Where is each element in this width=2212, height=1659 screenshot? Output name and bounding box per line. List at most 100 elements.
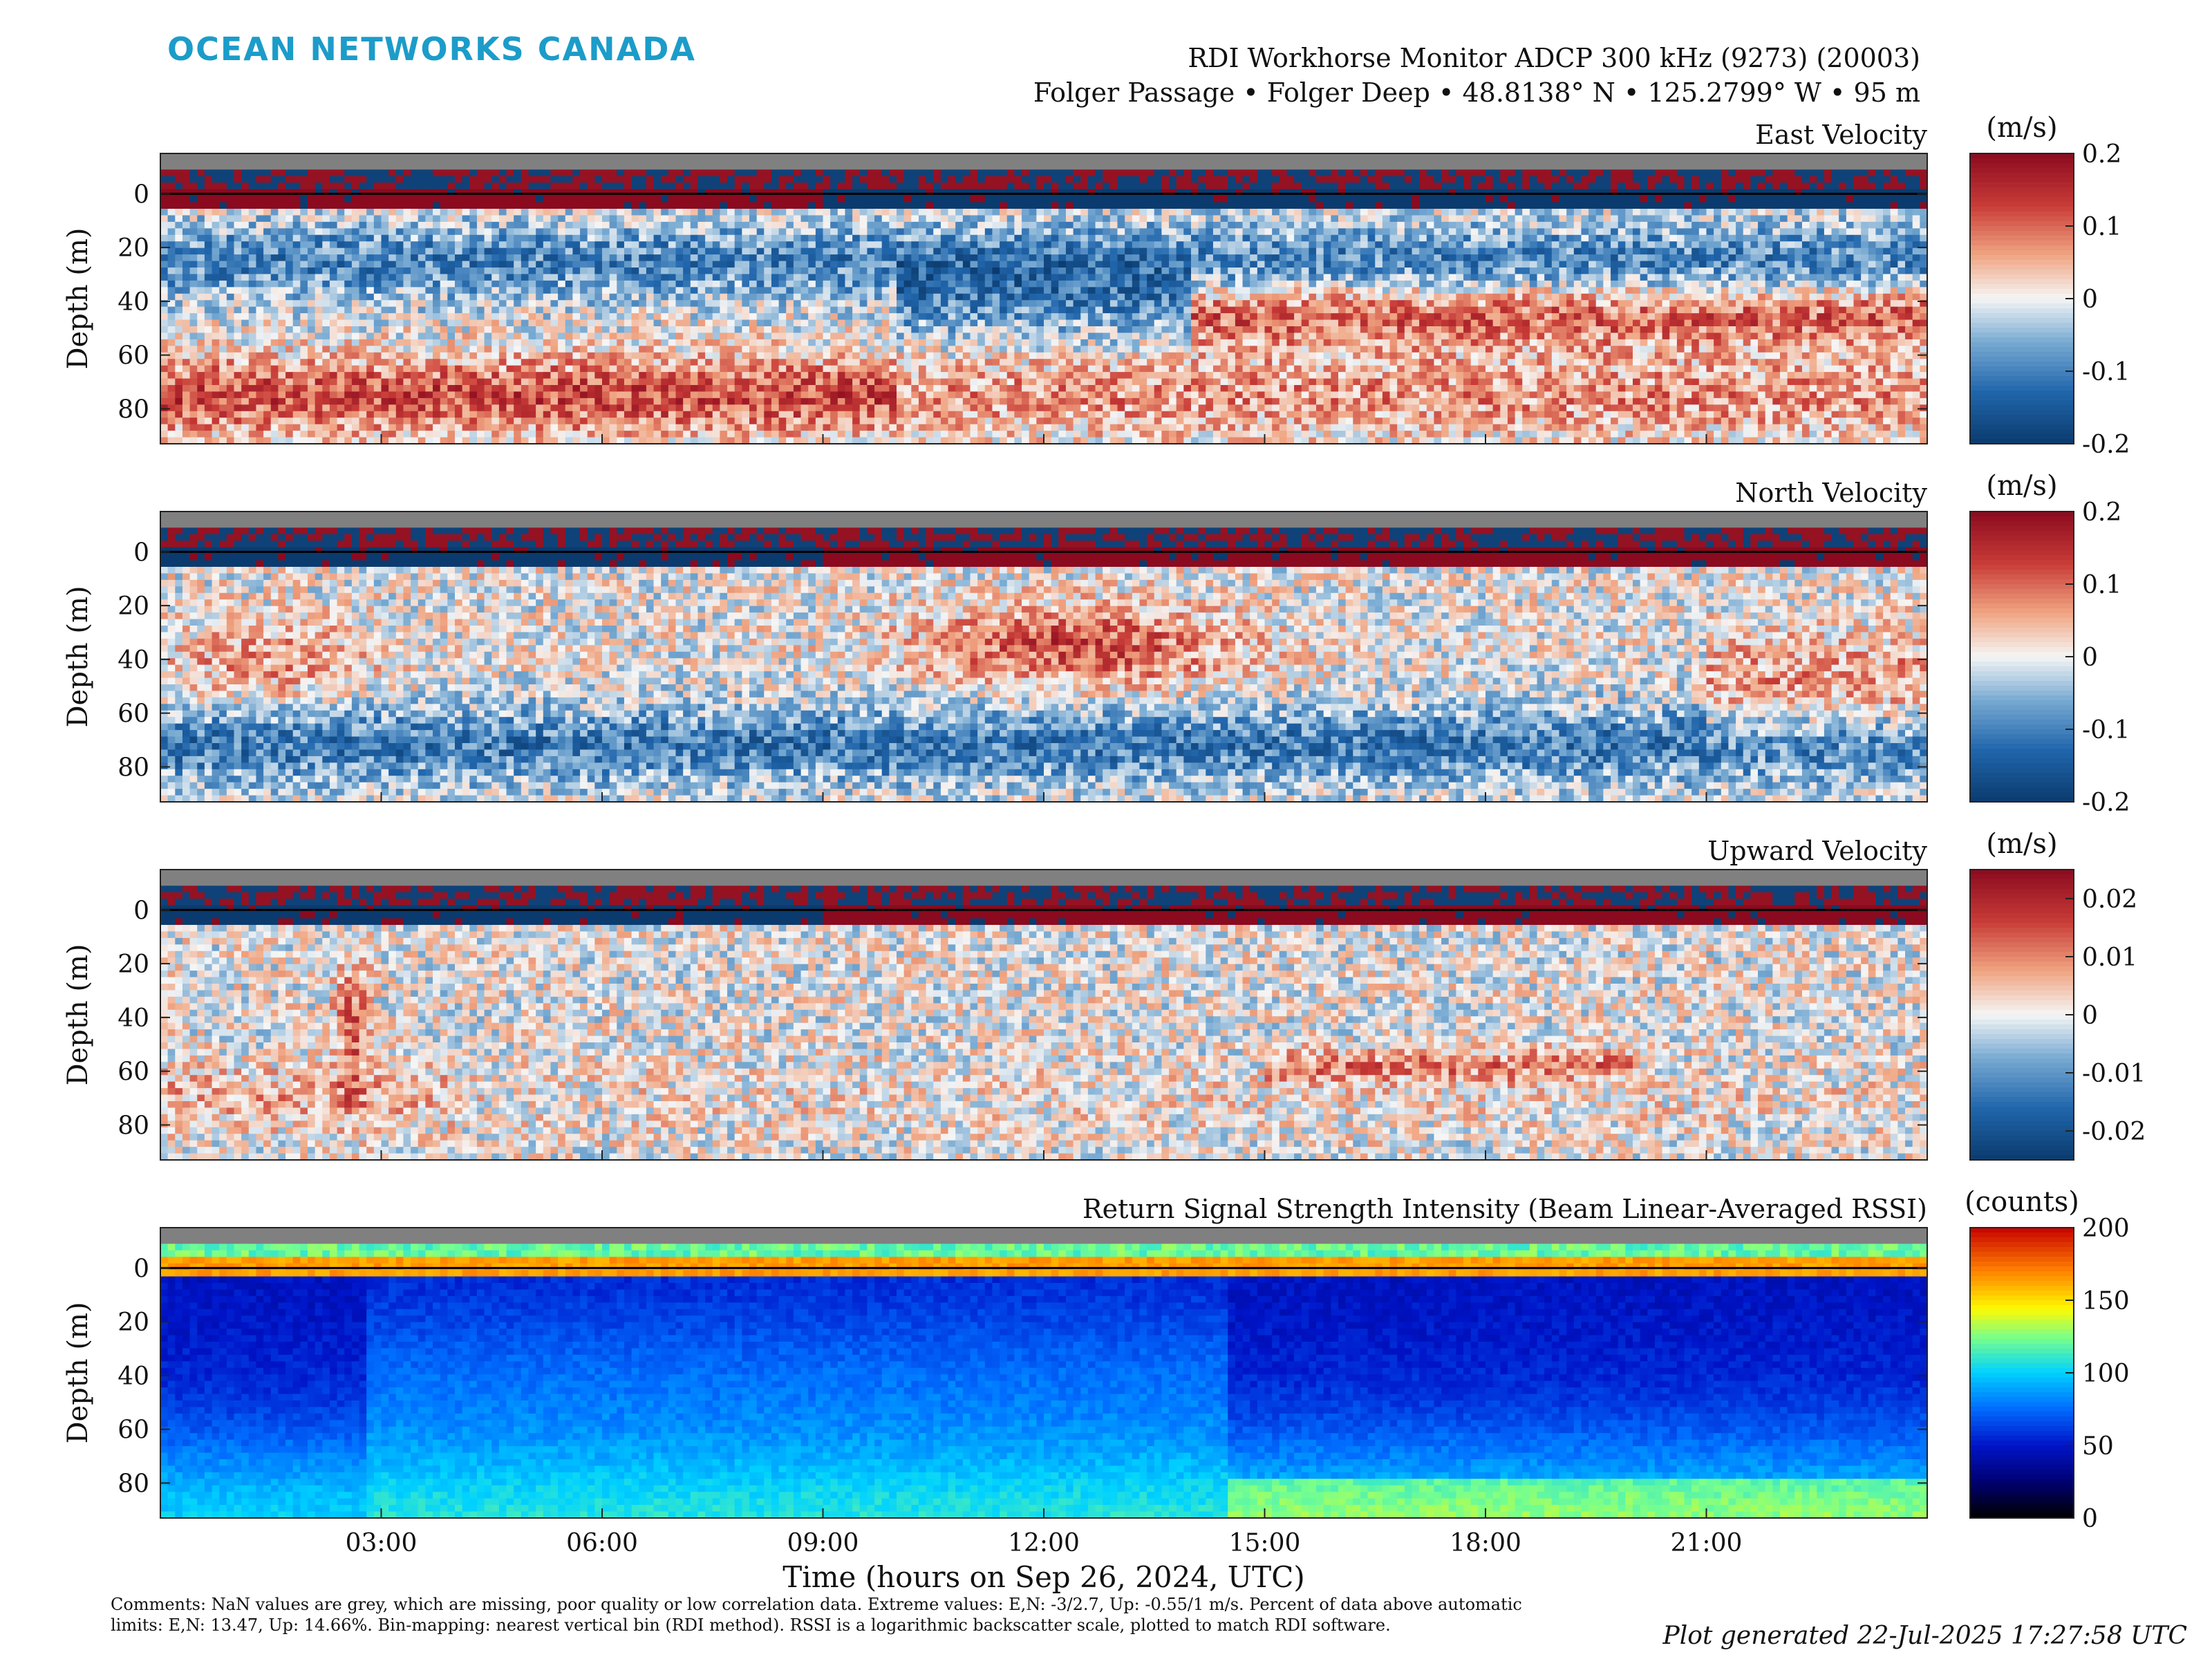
heat-cell (889, 339, 897, 346)
heat-cell (395, 313, 404, 321)
heat-cell (874, 391, 883, 399)
heat-cell (425, 431, 433, 438)
heat-cell (992, 346, 1000, 353)
heat-cell (469, 306, 478, 314)
heat-cell (815, 261, 824, 268)
heat-cell (624, 176, 632, 183)
heat-cell (381, 397, 389, 405)
heat-cell (602, 221, 610, 229)
heat-cell (1029, 169, 1037, 177)
heat-cell (381, 268, 389, 275)
heat-cell (219, 319, 227, 327)
heat-cell (197, 300, 205, 308)
heat-cell (984, 306, 993, 314)
heat-cell (808, 300, 816, 308)
heat-cell (653, 268, 662, 275)
heat-cell (727, 431, 735, 438)
heat-cell (962, 332, 971, 340)
heat-cell (837, 404, 846, 412)
heat-cell (668, 306, 677, 314)
heat-cell (278, 431, 286, 438)
heat-cell (852, 359, 861, 366)
heat-cell (734, 215, 742, 223)
heat-cell (624, 268, 632, 275)
heat-cell (830, 287, 838, 294)
heat-cell (241, 182, 250, 190)
heat-cell (705, 215, 713, 223)
heat-cell (411, 169, 419, 177)
heat-cell (315, 385, 323, 393)
heat-cell (1022, 352, 1030, 359)
heat-cell (874, 313, 883, 321)
heat-cell (1000, 247, 1008, 255)
heat-cell (226, 385, 235, 393)
heat-cell (602, 319, 610, 327)
heat-cell (697, 346, 706, 353)
heat-cell (859, 268, 868, 275)
heat-cell (594, 228, 603, 236)
heat-cell (300, 385, 308, 393)
heat-cell (727, 182, 735, 190)
heat-cell (248, 280, 257, 288)
heat-cell (300, 169, 308, 177)
heat-cell (278, 378, 286, 386)
heat-cell (712, 274, 720, 281)
heat-cell (940, 287, 949, 294)
heat-cell (808, 209, 816, 216)
heat-cell (837, 359, 846, 366)
heat-cell (528, 306, 536, 314)
heat-cell (881, 280, 890, 288)
heat-cell (867, 378, 875, 386)
heat-cell (234, 221, 242, 229)
heat-cell (381, 287, 389, 294)
heat-cell (359, 411, 367, 418)
heat-cell (484, 418, 492, 425)
heat-cell (528, 431, 536, 438)
heat-cell (764, 280, 772, 288)
heat-cell (720, 287, 728, 294)
heat-cell (1022, 411, 1030, 418)
heat-cell (469, 372, 478, 379)
heat-cell (970, 437, 978, 444)
heat-cell (823, 221, 831, 229)
heat-cell (874, 365, 883, 373)
heat-cell (241, 241, 250, 249)
heat-cell (911, 274, 919, 281)
heat-cell (756, 339, 765, 346)
heat-cell (793, 221, 802, 229)
heat-cell (197, 332, 205, 340)
heat-cell (749, 339, 758, 346)
heat-cell (815, 359, 824, 366)
heat-cell (749, 196, 758, 203)
heat-cell (248, 352, 257, 359)
heat-cell (609, 287, 617, 294)
heat-cell (764, 182, 772, 190)
heat-cell (639, 391, 647, 399)
heat-cell (536, 234, 544, 242)
heat-cell (727, 215, 735, 223)
heat-cell (315, 228, 323, 236)
heat-cell (572, 228, 581, 236)
heat-cell (742, 365, 750, 373)
heat-cell (351, 319, 360, 327)
heat-cell (955, 268, 964, 275)
heat-cell (175, 326, 183, 334)
heat-cell (418, 378, 426, 386)
heat-cell (278, 372, 286, 379)
heat-cell (771, 196, 780, 203)
heat-cell (1014, 313, 1022, 321)
heat-cell (447, 215, 456, 223)
heat-cell (462, 431, 470, 438)
heat-cell (903, 319, 912, 327)
heat-cell (1029, 228, 1037, 236)
heat-cell (977, 319, 986, 327)
heat-cell (970, 202, 978, 209)
heat-cell (292, 293, 301, 301)
heat-cell (308, 319, 316, 327)
heat-cell (160, 228, 169, 236)
heat-cell (219, 247, 227, 255)
heat-cell (270, 339, 279, 346)
heat-cell (837, 319, 846, 327)
heat-cell (425, 326, 433, 334)
heat-cell (484, 176, 492, 183)
